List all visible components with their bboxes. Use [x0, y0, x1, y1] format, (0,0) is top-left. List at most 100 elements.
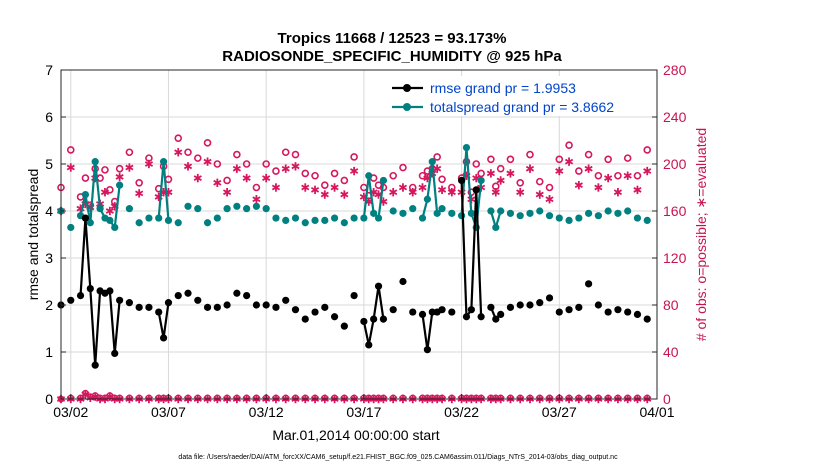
- y-tick-label-left: 7: [45, 62, 53, 78]
- obs-possible-point: [623, 154, 632, 162]
- obs-evaluated-point: [66, 163, 75, 172]
- rmse-point: [350, 292, 358, 300]
- spread-point: [594, 212, 602, 220]
- obs-possible-point: [496, 164, 505, 173]
- obs-evaluated-point: [223, 188, 232, 197]
- rmse-point: [438, 306, 446, 314]
- obs-evaluated-point: [301, 183, 310, 192]
- spread-point: [526, 209, 534, 217]
- rmse-point: [164, 299, 173, 307]
- rmse-point: [467, 306, 475, 314]
- obs-possible-point: [115, 164, 124, 173]
- obs-possible-point: [184, 148, 192, 157]
- obs-possible-point: [614, 171, 622, 180]
- obs-evaluated-point: [320, 190, 329, 199]
- spread-point: [159, 158, 168, 166]
- rmse-point: [472, 186, 480, 194]
- spread-point: [497, 207, 505, 215]
- spread-point: [633, 214, 642, 222]
- obs-evaluated-point: [437, 185, 447, 195]
- rmse-point: [155, 308, 163, 316]
- spread-point: [624, 207, 632, 215]
- y-axis-label-right: # of obs: o=possible; ∗=evaluated: [693, 128, 709, 341]
- obs-evaluated-point: [564, 157, 574, 166]
- rmse-point: [116, 296, 124, 304]
- spread-point: [194, 205, 202, 213]
- spread-point: [555, 214, 563, 222]
- obs-possible-point: [477, 169, 485, 178]
- spread-point: [243, 205, 251, 213]
- obs-evaluated-point: [340, 190, 349, 199]
- y-tick-label-right: 160: [663, 203, 687, 219]
- spread-point: [155, 214, 163, 222]
- obs-evaluated-point: [525, 164, 535, 173]
- rmse-line-segment: [367, 318, 375, 347]
- rmse-point: [233, 289, 241, 297]
- obs-evaluated-point: [491, 188, 500, 197]
- rmse-point: [389, 306, 397, 314]
- rmse-point: [301, 315, 309, 323]
- obs-possible-point: [174, 134, 183, 142]
- rmse-point: [213, 303, 221, 311]
- spread-point: [91, 158, 99, 166]
- x-axis-label: Mar.01,2014 00:00:00 start: [272, 427, 439, 443]
- rmse-point: [174, 292, 182, 300]
- rmse-point: [67, 296, 75, 304]
- obs-possible-point: [193, 154, 202, 162]
- rmse-line-segment: [94, 289, 102, 367]
- rmse-point: [399, 277, 407, 286]
- obs-evaluated-point: [213, 178, 222, 187]
- spread-point: [399, 209, 407, 217]
- x-tick-label: 04/01: [639, 404, 674, 420]
- obs-evaluated-point: [144, 159, 154, 169]
- y-tick-label-left: 4: [45, 203, 53, 219]
- legend-spread-marker: [403, 103, 411, 111]
- rmse-point: [321, 303, 329, 311]
- spread-point: [184, 202, 192, 210]
- spread-point: [111, 223, 119, 232]
- spread-point: [418, 214, 427, 222]
- spread-line-segment: [79, 193, 87, 217]
- obs-possible-point: [633, 171, 642, 180]
- obs-evaluated-point: [545, 195, 554, 204]
- data-series: [56, 134, 652, 404]
- obs-evaluated-point: [203, 157, 212, 166]
- spread-point: [340, 219, 348, 227]
- spread-point: [282, 216, 290, 224]
- spread-point: [506, 209, 515, 217]
- rmse-point: [462, 313, 471, 321]
- spread-point: [575, 214, 583, 222]
- spread-point: [585, 209, 593, 217]
- obs-evaluated-point: [262, 173, 271, 183]
- spread-point: [438, 205, 446, 213]
- spread-point: [462, 143, 471, 152]
- rmse-point: [262, 301, 270, 309]
- rmse-point: [159, 334, 168, 342]
- obs-evaluated-point: [594, 183, 603, 192]
- obs-possible-point: [213, 160, 222, 168]
- spread-point: [477, 176, 485, 185]
- rmse-line-segment: [89, 287, 97, 367]
- spread-point: [116, 181, 124, 189]
- spread-line-segment: [362, 174, 370, 220]
- rmse-line-segment: [79, 216, 87, 297]
- obs-evaluated-point: [271, 183, 281, 192]
- rmse-point: [125, 299, 133, 307]
- spread-point: [135, 219, 143, 227]
- obs-possible-point: [604, 155, 612, 164]
- chart-title-line2: RADIOSONDE_SPECIFIC_HUMIDITY @ 925 hPa: [222, 48, 562, 65]
- spread-point: [203, 219, 212, 227]
- spread-point: [516, 212, 524, 220]
- obs-possible-point: [418, 171, 427, 180]
- obs-possible-point: [233, 150, 241, 159]
- obs-evaluated-point: [193, 173, 202, 183]
- y-tick-label-left: 3: [45, 250, 53, 266]
- rmse-point: [624, 308, 632, 316]
- rmse-point: [423, 346, 431, 354]
- obs-possible-point: [252, 183, 261, 192]
- obs-possible-point: [575, 167, 583, 175]
- spread-line-segment: [94, 160, 102, 210]
- spread-point: [311, 216, 319, 224]
- rmse-point: [330, 313, 339, 321]
